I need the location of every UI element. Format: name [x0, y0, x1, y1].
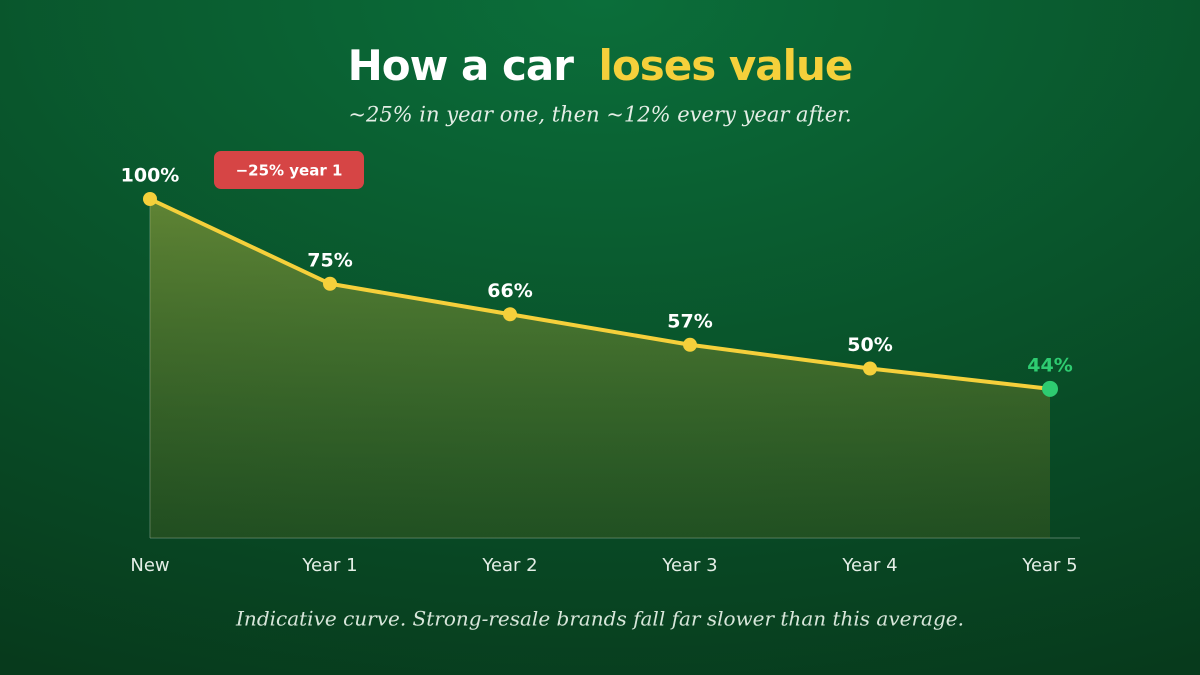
x-tick-label: Year 4: [841, 555, 897, 576]
x-tick-label: Year 3: [661, 555, 717, 576]
point: [143, 192, 157, 206]
data-label: 50%: [847, 334, 892, 356]
data-label: 100%: [121, 165, 180, 187]
annotation: −25% year 1: [236, 162, 343, 180]
footnote: Indicative curve. Strong-resale brands f…: [235, 607, 964, 631]
data-label: 75%: [307, 249, 352, 271]
data-label: 44%: [1027, 354, 1072, 376]
point: [323, 276, 337, 291]
x-tick-label: Year 5: [1021, 555, 1077, 576]
data-label: 57%: [667, 310, 712, 332]
point: [683, 337, 697, 352]
chart-title: How a car loses value: [348, 41, 853, 90]
annotation-badge: [214, 151, 364, 189]
title-part: How a car: [348, 41, 575, 90]
point: [1042, 380, 1058, 397]
x-tick-label: New: [130, 555, 169, 576]
data-label: 66%: [487, 280, 532, 302]
subtitle: ~25% in year one, then ~12% every year a…: [348, 103, 851, 127]
area: [150, 199, 1050, 538]
x-tick-label: Year 2: [481, 555, 537, 576]
title-highlight: loses value: [599, 41, 853, 90]
point: [503, 307, 517, 322]
line: [149, 197, 1051, 391]
point: [863, 361, 877, 376]
x-tick-label: Year 1: [301, 555, 357, 576]
